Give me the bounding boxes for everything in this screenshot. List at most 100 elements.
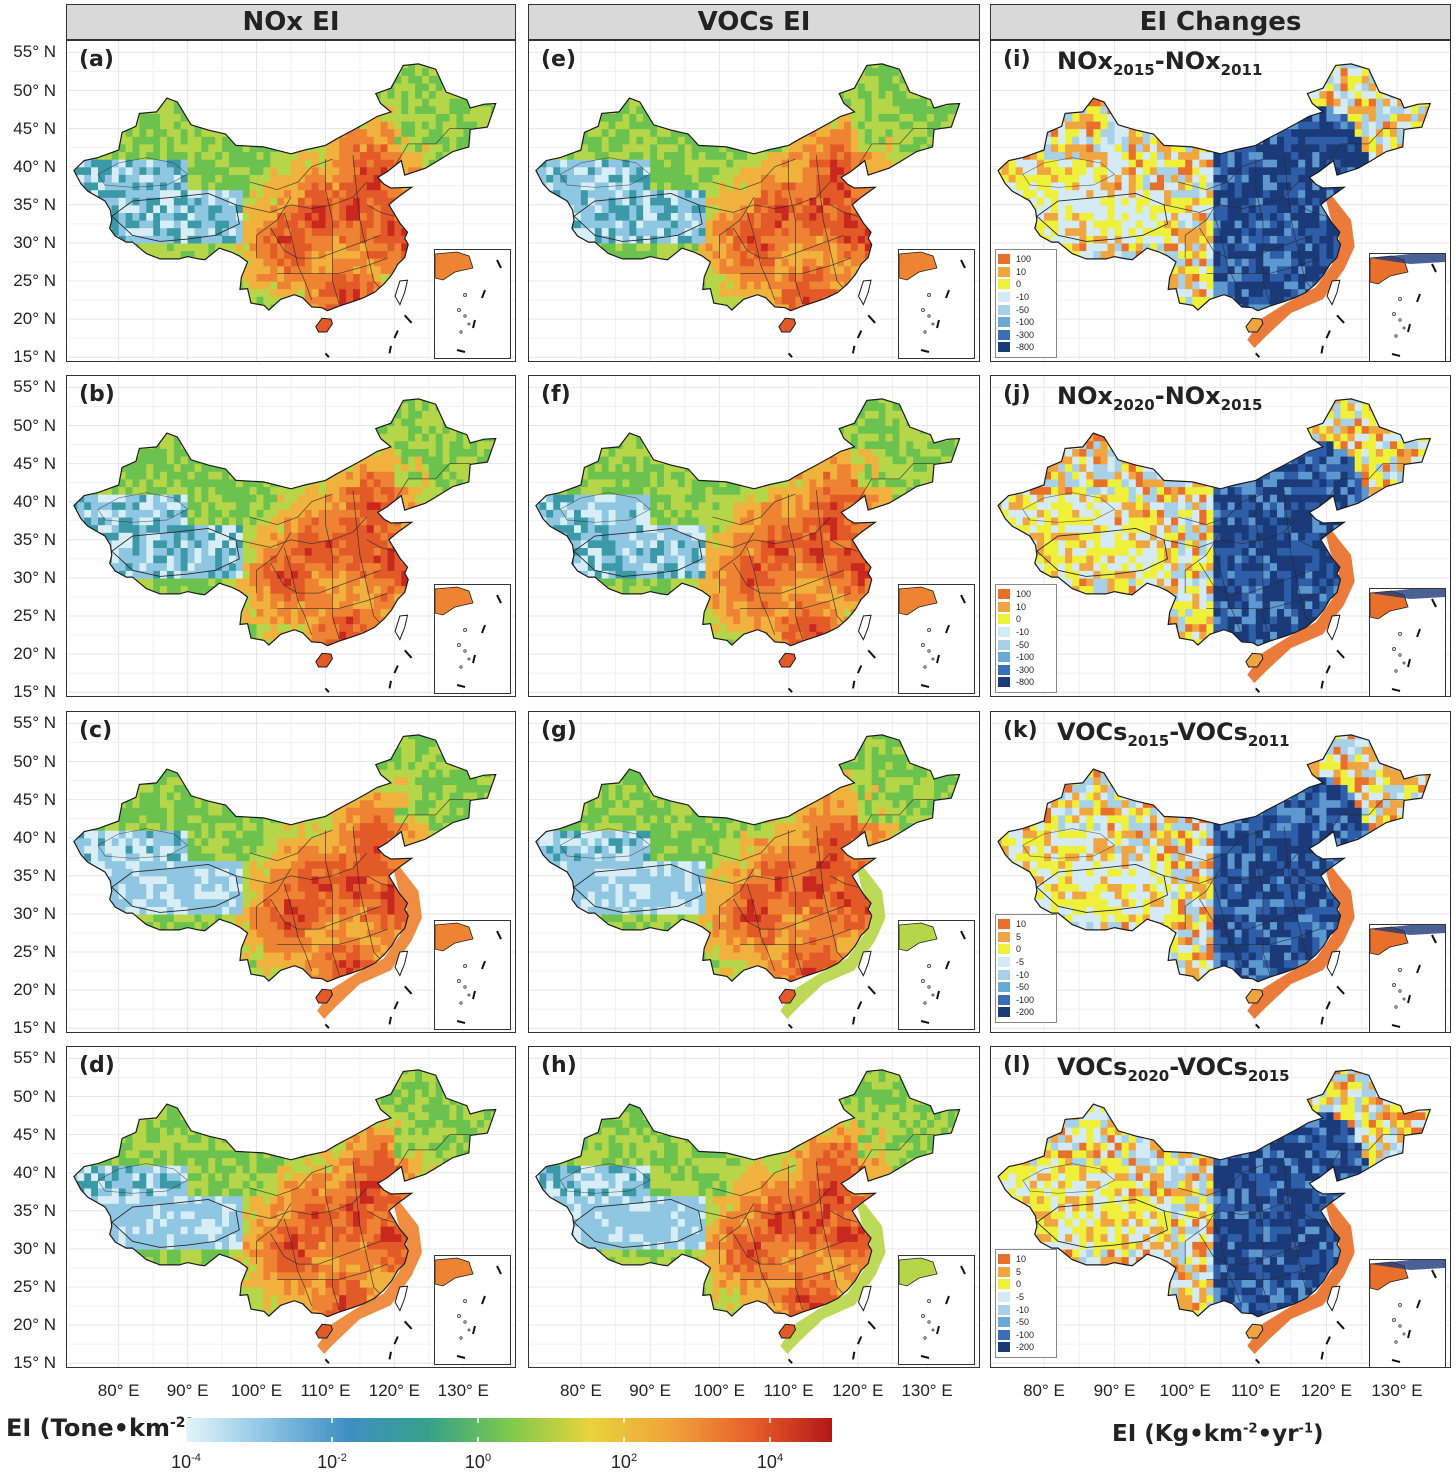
- legend-value: 10: [1016, 1254, 1026, 1264]
- inset-map: [434, 1257, 502, 1359]
- map-panel-d: (d): [66, 1046, 516, 1368]
- legend-entry: 5: [998, 931, 1054, 944]
- legend-value: 10: [1016, 267, 1026, 277]
- y-tick-label: 35° N: [4, 1201, 56, 1221]
- map-panel-c: (c): [66, 711, 516, 1033]
- south-china-sea-inset: [434, 920, 511, 1030]
- legend-swatch: [998, 969, 1010, 980]
- legend-value: -200: [1016, 1342, 1034, 1352]
- y-tick-label: 35° N: [4, 530, 56, 550]
- south-china-sea-inset: [898, 920, 975, 1030]
- legend-entry: -200: [998, 1006, 1054, 1019]
- legend-entry: 0: [998, 278, 1054, 291]
- y-tick-label: 25° N: [4, 606, 56, 626]
- legend-swatch: [998, 1329, 1010, 1340]
- y-tick-label: 35° N: [4, 866, 56, 886]
- china-map: [67, 712, 515, 1032]
- legend-swatch: [998, 329, 1010, 340]
- south-china-sea-inset: [434, 1255, 511, 1365]
- y-tick-label: 50° N: [4, 1087, 56, 1107]
- legend-swatch: [998, 652, 1010, 663]
- china-map: [67, 41, 515, 361]
- legend-entry: -50: [998, 1316, 1054, 1329]
- colorbar-tick-label: 102: [594, 1452, 654, 1473]
- y-tick-label: 50° N: [4, 416, 56, 436]
- legend-value: 10: [1016, 602, 1026, 612]
- south-china-sea-inset: [434, 249, 511, 359]
- legend-value: 5: [1016, 1267, 1021, 1277]
- legend-swatch: [998, 664, 1010, 675]
- legend-entry: -100: [998, 316, 1054, 329]
- panel-label-f: (f): [541, 382, 571, 407]
- colorbar-tick-label: 104: [740, 1452, 800, 1473]
- inset-map: [898, 922, 966, 1024]
- south-china-sea-inset: [898, 584, 975, 694]
- legend-entry: -300: [998, 664, 1054, 677]
- legend-value: -200: [1016, 1007, 1034, 1017]
- x-tick-label: 130° E: [892, 1381, 962, 1401]
- legend-swatch: [998, 677, 1010, 688]
- panel-label-j: (j): [1003, 382, 1031, 407]
- y-tick-label: 25° N: [4, 942, 56, 962]
- legend-value: 5: [1016, 932, 1021, 942]
- legend-swatch: [998, 1266, 1010, 1277]
- map-panel-e: (e): [528, 40, 980, 362]
- x-tick-label: 80° E: [84, 1381, 154, 1401]
- y-tick-label: 45° N: [4, 790, 56, 810]
- legend-value: -50: [1016, 1317, 1029, 1327]
- inset-map: [1369, 254, 1445, 357]
- y-tick-label: 55° N: [4, 42, 56, 62]
- colorbar-gradient: [186, 1418, 832, 1442]
- south-china-sea-inset: [1369, 1259, 1446, 1367]
- legend-value: -5: [1016, 1292, 1024, 1302]
- legend-value: -10: [1016, 292, 1029, 302]
- diff-title-l: VOCs2020-VOCs2015: [1057, 1053, 1290, 1085]
- legend-swatch: [998, 266, 1010, 277]
- map-panel-a: (a): [66, 40, 516, 362]
- legend-entry: -50: [998, 981, 1054, 994]
- x-tick-label: 130° E: [1362, 1381, 1432, 1401]
- y-tick-label: 20° N: [4, 644, 56, 664]
- legend-entry: -300: [998, 329, 1054, 342]
- legend-entry: 100: [998, 253, 1054, 266]
- y-tick-label: 20° N: [4, 309, 56, 329]
- y-tick-label: 40° N: [4, 1163, 56, 1183]
- y-tick-label: 35° N: [4, 195, 56, 215]
- x-tick-label: 90° E: [153, 1381, 223, 1401]
- legend-value: -10: [1016, 627, 1029, 637]
- legend-entry: -200: [998, 1341, 1054, 1354]
- south-china-sea-inset: [898, 1255, 975, 1365]
- legend-value: -800: [1016, 677, 1034, 687]
- colorbar-title: EI (Tone•km-2): [6, 1414, 197, 1442]
- map-panel-h: (h): [528, 1046, 980, 1368]
- y-tick-label: 15° N: [4, 1018, 56, 1038]
- legend-swatch: [998, 1304, 1010, 1315]
- change-legend: 10 5 0 -5 -10 -50 -100 -200: [995, 914, 1057, 1023]
- legend-value: 0: [1016, 279, 1021, 289]
- china-map: [529, 376, 979, 696]
- legend-swatch: [998, 1279, 1010, 1290]
- y-tick-label: 40° N: [4, 828, 56, 848]
- inset-map: [898, 1257, 966, 1359]
- legend-swatch: [998, 919, 1010, 930]
- legend-swatch: [998, 589, 1010, 600]
- map-panel-f: (f): [528, 375, 980, 697]
- map-panel-k: (k) VOCs2015-VOCs2011 10 5 0 -5 -10 -50 -100 -200: [990, 711, 1451, 1033]
- south-china-sea-inset: [1369, 588, 1446, 696]
- china-map: [67, 376, 515, 696]
- diff-title-j: NOx2020-NOx2015: [1057, 382, 1262, 414]
- legend-entry: -10: [998, 1303, 1054, 1316]
- legend-value: -10: [1016, 970, 1029, 980]
- inset-map: [434, 586, 502, 688]
- legend-value: -50: [1016, 305, 1029, 315]
- panel-label-i: (i): [1003, 47, 1031, 72]
- legend-entry: -10: [998, 291, 1054, 304]
- panel-label-a: (a): [79, 47, 114, 72]
- legend-value: 10: [1016, 919, 1026, 929]
- x-tick-label: 100° E: [1150, 1381, 1220, 1401]
- legend-value: 100: [1016, 254, 1031, 264]
- colorbar-tick-label: 10-2: [302, 1452, 362, 1473]
- colorbar-tick-label: 10-4: [156, 1452, 216, 1473]
- header-nox-ei: NOx EI: [66, 4, 516, 40]
- y-tick-label: 30° N: [4, 1239, 56, 1259]
